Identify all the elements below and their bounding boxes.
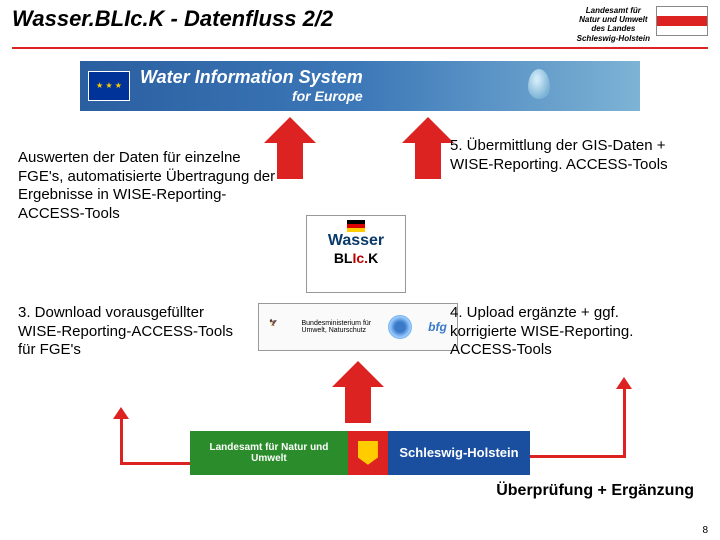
lanu-shield-icon (348, 431, 388, 475)
snowflake-icon (388, 315, 412, 339)
page-title: Wasser.BLIc.K - Datenfluss 2/2 (12, 6, 333, 32)
text-review: Überprüfung + Ergänzung (496, 481, 694, 501)
arrow-head-icon (616, 377, 632, 389)
page-number: 8 (702, 525, 708, 536)
text-step4: 4. Upload ergänzte + ggf. korrigierte WI… (450, 304, 680, 360)
text-step-eval: Auswerten der Daten für einzelne FGE's, … (18, 149, 278, 224)
bfg-logo-box: 🦅 Bundesministerium für Umwelt, Natursch… (258, 303, 458, 351)
header: Wasser.BLIc.K - Datenfluss 2/2 Landesamt… (0, 0, 720, 47)
arrow-head-icon (113, 407, 129, 419)
text-step3: 3. Download vorausgefüllter WISE-Reporti… (18, 304, 248, 360)
wise-banner: Water Information System for Europe (80, 61, 640, 111)
de-flag-icon (347, 220, 365, 232)
arrow-line (120, 462, 192, 465)
eu-flag-icon (88, 71, 130, 101)
lanu-logo-box: Landesamt für Natur und Umwelt Schleswig… (190, 431, 530, 475)
diagram-content: Auswerten der Daten für einzelne FGE's, … (0, 119, 720, 499)
header-right: Landesamt für Natur und Umwelt des Lande… (577, 6, 708, 43)
water-drop-icon (528, 69, 550, 99)
wasser-blick-logo: Wasser BLIc.K (306, 215, 406, 293)
agency-label: Landesamt für Natur und Umwelt des Lande… (577, 6, 650, 43)
eagle-icon: 🦅 (269, 319, 285, 335)
arrow-line (120, 417, 123, 465)
wise-banner-text: Water Information System for Europe (140, 67, 363, 104)
sh-flag-icon (656, 6, 708, 36)
divider (12, 47, 708, 49)
text-step5: 5. Übermittlung der GIS-Daten + WISE-Rep… (450, 137, 688, 175)
arrow-line (623, 387, 626, 457)
arrow-line (530, 455, 626, 458)
